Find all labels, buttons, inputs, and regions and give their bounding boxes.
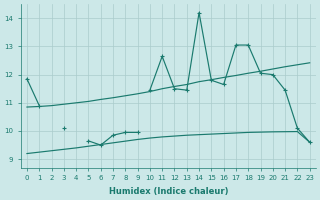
X-axis label: Humidex (Indice chaleur): Humidex (Indice chaleur) [108,187,228,196]
